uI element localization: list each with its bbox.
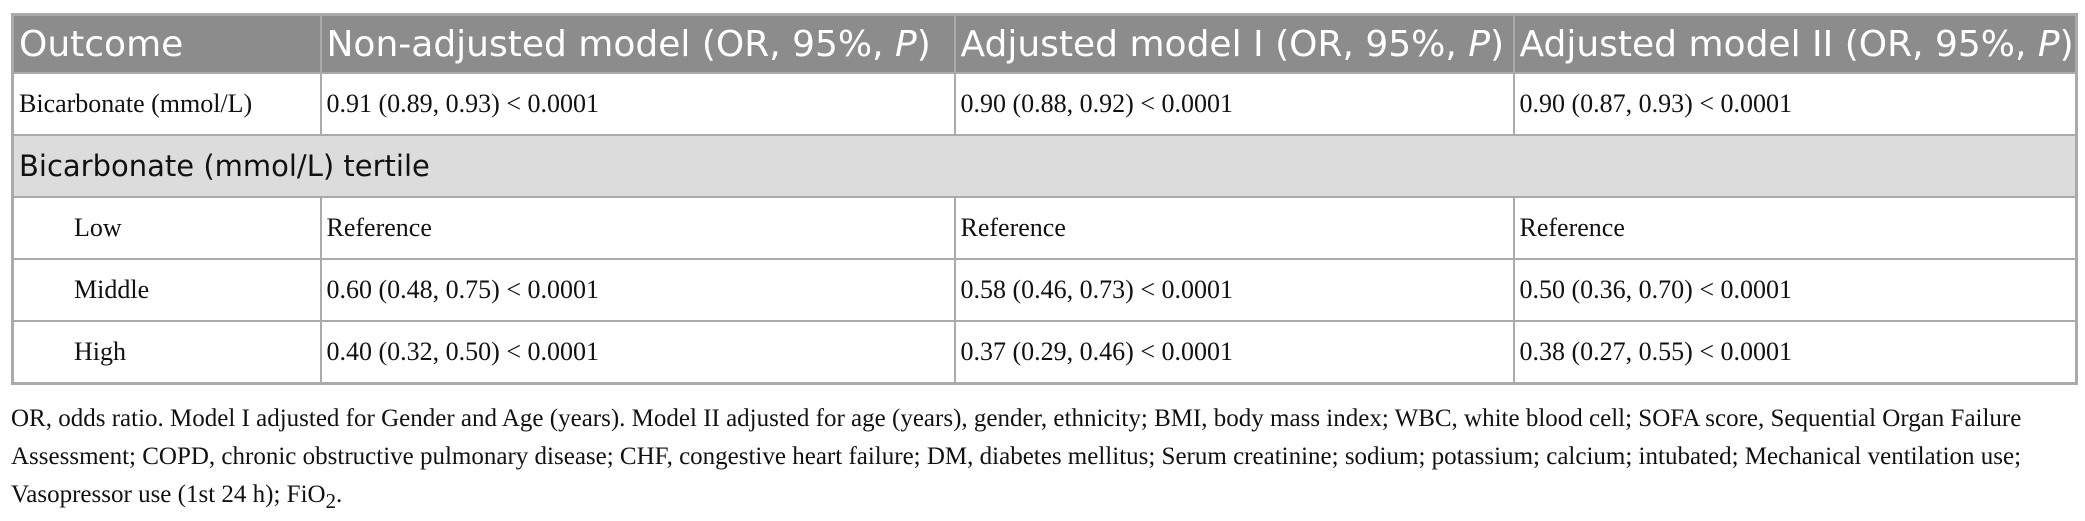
- header-italic: P: [2037, 23, 2060, 65]
- cell: Middle: [11, 258, 322, 322]
- header-text: Adjusted model II (OR, 95%,: [1519, 23, 2038, 65]
- header-text: Outcome: [19, 23, 184, 65]
- header-italic: P: [1468, 23, 1490, 65]
- header-cell: Outcome: [11, 13, 322, 74]
- cell: Bicarbonate (mmol/L): [11, 72, 322, 136]
- header-text: ): [1489, 23, 1505, 65]
- cell: Low: [11, 196, 322, 260]
- cell: 0.58 (0.46, 0.73) < 0.0001: [953, 258, 1515, 322]
- table-row: Bicarbonate (mmol/L) 0.91 (0.89, 0.93) <…: [11, 72, 2078, 136]
- cell: 0.91 (0.89, 0.93) < 0.0001: [319, 72, 956, 136]
- cell: 0.50 (0.36, 0.70) < 0.0001: [1512, 258, 2078, 322]
- footnote-text: OR, odds ratio. Model I adjusted for Gen…: [11, 405, 2022, 508]
- section-cell: Bicarbonate (mmol/L) tertile: [11, 134, 2078, 198]
- header-text: Adjusted model I (OR, 95%,: [960, 23, 1469, 65]
- cell: 0.40 (0.32, 0.50) < 0.0001: [319, 320, 956, 385]
- header-cell: Adjusted model I (OR, 95%, P): [953, 13, 1515, 74]
- header-italic: P: [895, 23, 917, 65]
- header-text: ): [2059, 23, 2074, 65]
- cell: 0.60 (0.48, 0.75) < 0.0001: [319, 258, 956, 322]
- cell: 0.38 (0.27, 0.55) < 0.0001: [1512, 320, 2078, 385]
- results-table: Outcome Non-adjusted model (OR, 95%, P) …: [11, 13, 2078, 385]
- cell: Reference: [1512, 196, 2078, 260]
- header-text: Non-adjusted model (OR, 95%,: [326, 23, 896, 65]
- footnote-subscript: 2: [325, 489, 336, 513]
- header-text: ): [916, 23, 931, 65]
- cell: 0.37 (0.29, 0.46) < 0.0001: [953, 320, 1515, 385]
- footnote: OR, odds ratio. Model I adjusted for Gen…: [11, 400, 2079, 520]
- header-cell: Adjusted model II (OR, 95%, P): [1512, 13, 2078, 74]
- header-row: Outcome Non-adjusted model (OR, 95%, P) …: [11, 13, 2078, 74]
- cell: High: [11, 320, 322, 385]
- section-row: Bicarbonate (mmol/L) tertile: [11, 134, 2078, 198]
- table-row: High 0.40 (0.32, 0.50) < 0.0001 0.37 (0.…: [11, 320, 2078, 385]
- cell: 0.90 (0.87, 0.93) < 0.0001: [1512, 72, 2078, 136]
- footnote-text: .: [336, 481, 343, 508]
- cell: Reference: [319, 196, 956, 260]
- header-cell: Non-adjusted model (OR, 95%, P): [319, 13, 956, 74]
- table-row: Middle 0.60 (0.48, 0.75) < 0.0001 0.58 (…: [11, 258, 2078, 322]
- table-row: Low Reference Reference Reference: [11, 196, 2078, 260]
- cell: 0.90 (0.88, 0.92) < 0.0001: [953, 72, 1515, 136]
- cell: Reference: [953, 196, 1515, 260]
